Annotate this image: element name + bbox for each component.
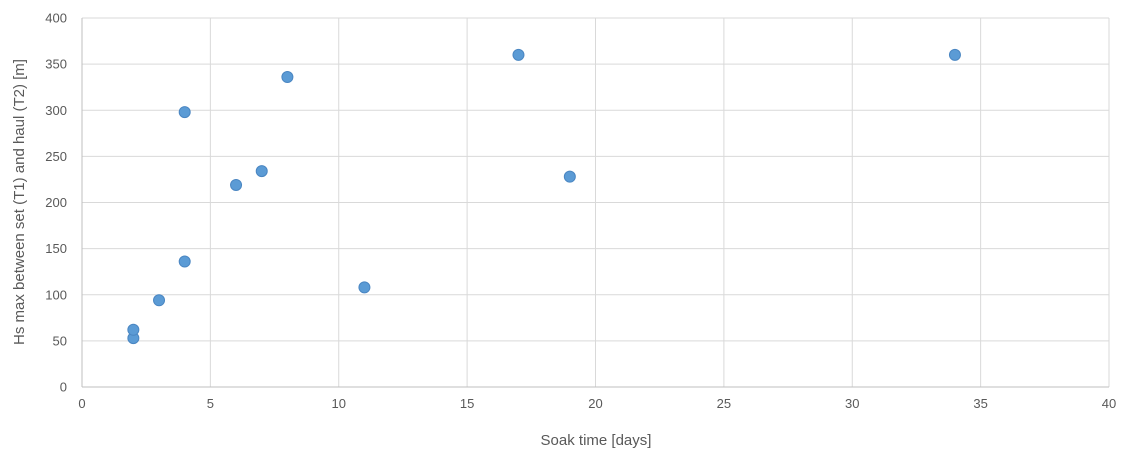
data-point [153, 294, 166, 307]
axis-layer [81, 18, 1109, 388]
data-point [948, 48, 961, 61]
grid-layer [82, 17, 1110, 387]
y-tick-label: 250 [45, 149, 67, 164]
x-axis-title: Soak time [days] [541, 432, 652, 449]
data-point [358, 281, 371, 294]
y-tick-label: 400 [45, 11, 67, 26]
y-axis-title: Hs max between set (T1) and haul (T2) [m… [11, 59, 28, 345]
x-tick-label: 40 [1102, 396, 1116, 411]
y-tick-label: 0 [60, 380, 67, 395]
y-tick-label: 50 [53, 333, 67, 348]
x-tick-label: 20 [588, 396, 602, 411]
x-tick-label: 35 [973, 396, 987, 411]
x-tick-label: 30 [845, 396, 859, 411]
data-point [512, 48, 525, 61]
data-point [563, 170, 576, 183]
y-tick-label: 350 [45, 57, 67, 72]
data-point [178, 106, 191, 119]
x-tick-label: 15 [460, 396, 474, 411]
y-tick-label: 200 [45, 195, 67, 210]
y-tick-label: 300 [45, 103, 67, 118]
data-point [127, 323, 140, 336]
x-tick-label: 25 [717, 396, 731, 411]
x-tick-label: 5 [207, 396, 214, 411]
data-point [255, 165, 268, 178]
x-tick-label: 0 [78, 396, 85, 411]
data-point [230, 178, 243, 191]
y-tick-label: 150 [45, 241, 67, 256]
x-tick-label: 10 [332, 396, 346, 411]
data-points [127, 48, 961, 345]
data-point [178, 255, 191, 268]
y-tick-label: 100 [45, 287, 67, 302]
data-point [281, 71, 294, 84]
